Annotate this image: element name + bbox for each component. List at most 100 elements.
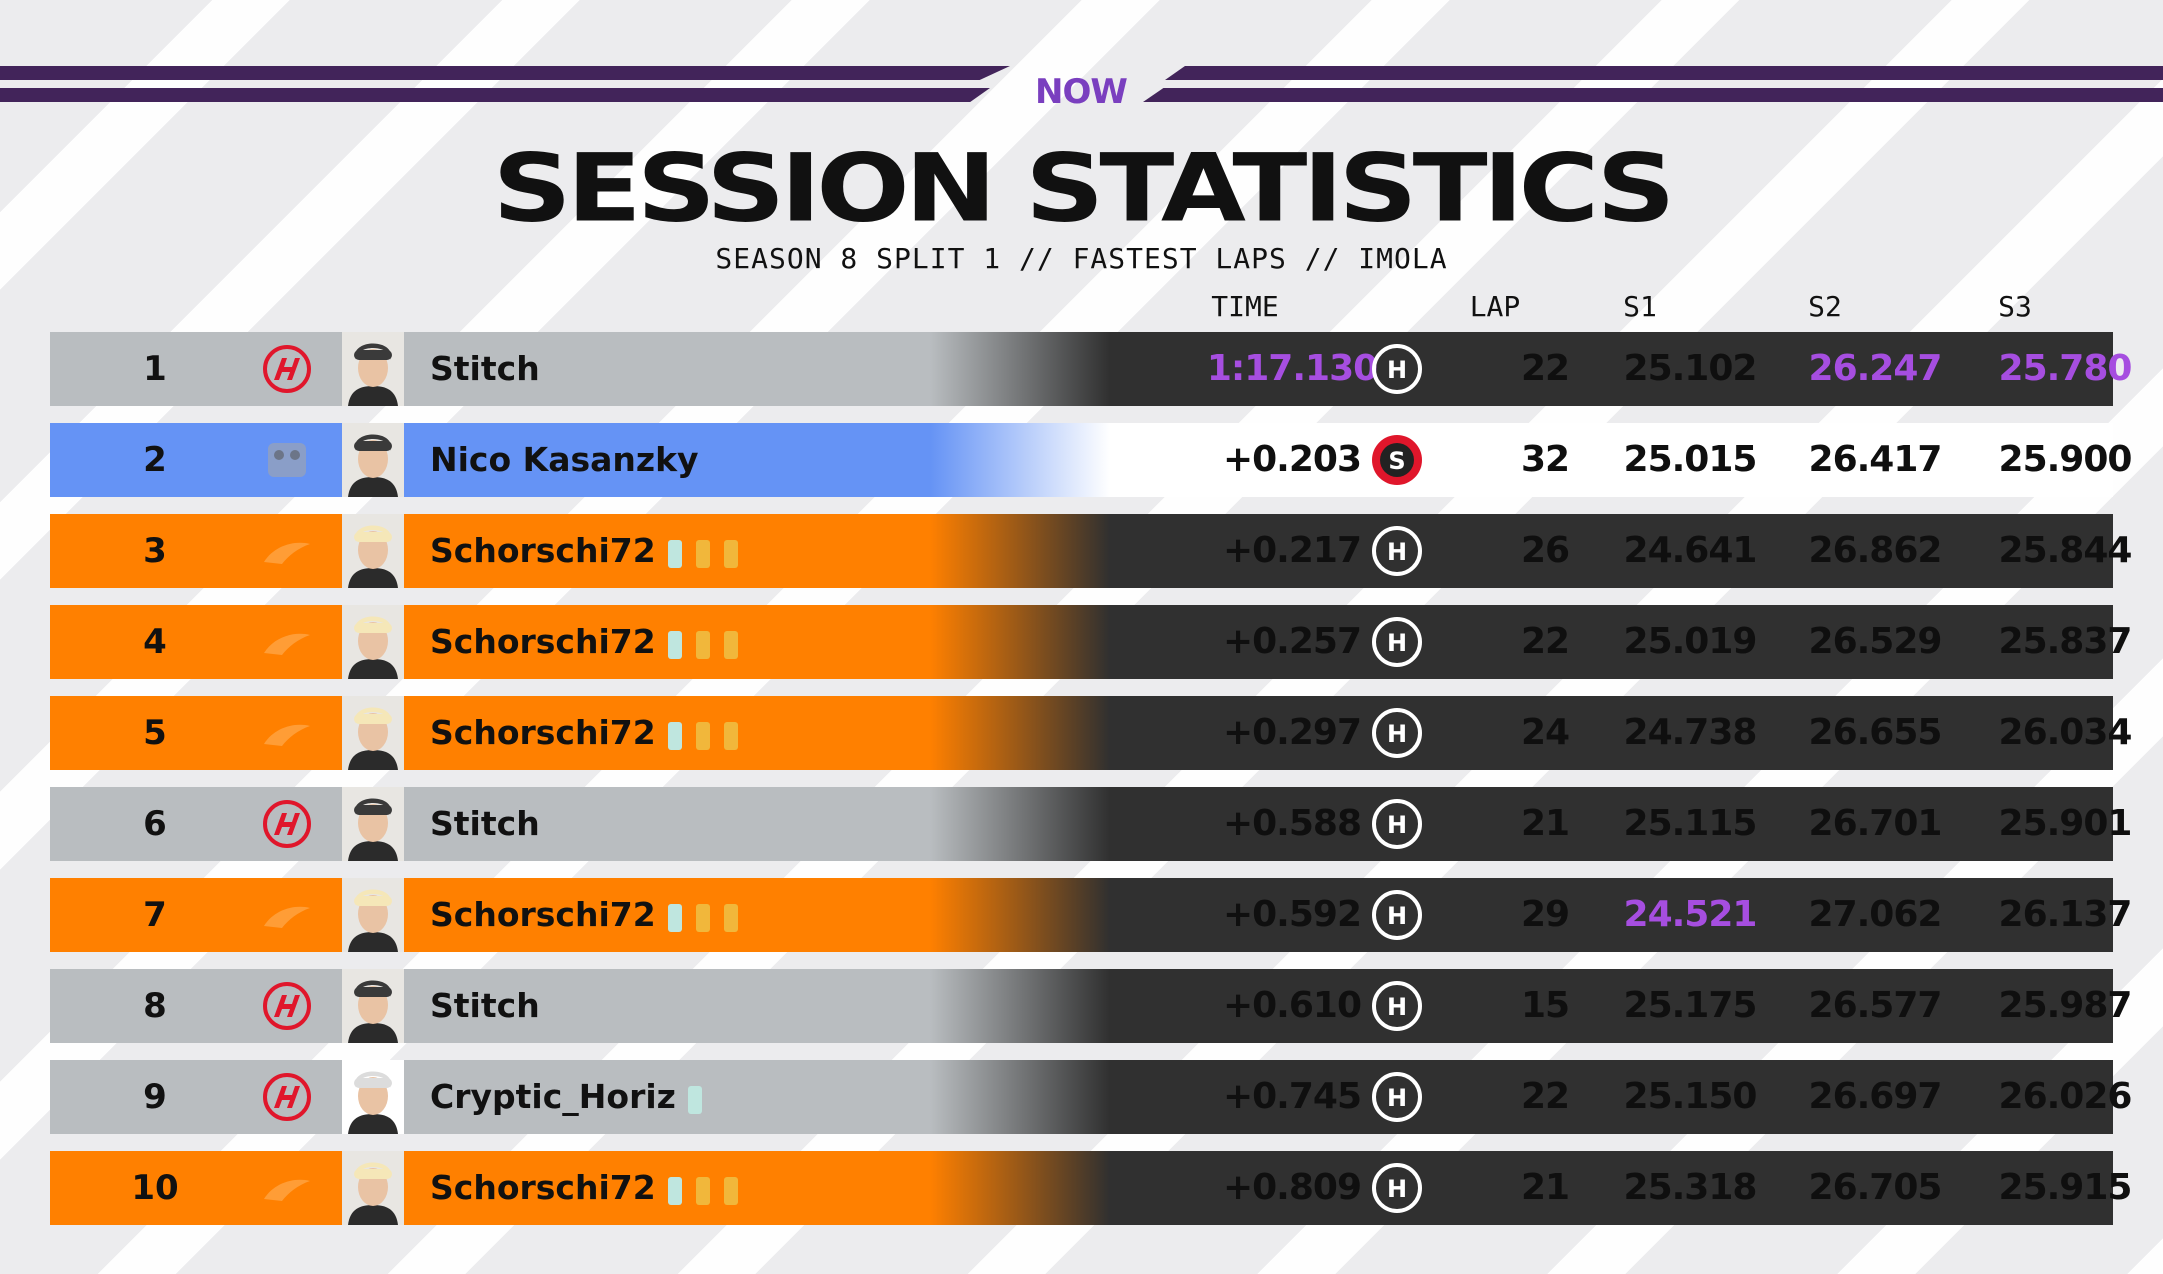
driver-name-cell: Stitch [430, 332, 540, 406]
hard-tyre-icon: H [1372, 1072, 1422, 1122]
driver-badges [687, 1062, 716, 1136]
driver-name: Stitch [430, 986, 540, 1025]
row-team-color [50, 878, 1200, 952]
driver-name: Stitch [430, 349, 540, 388]
driver-badges [667, 698, 752, 772]
svg-text:H: H [1387, 902, 1407, 930]
haas-logo [263, 982, 311, 1030]
svg-text:H: H [1387, 1175, 1407, 1203]
mclaren-logo [264, 906, 310, 928]
mclaren-logo [264, 542, 310, 564]
lap-time: +0.217 [1222, 530, 1362, 571]
driver-name-cell: Schorschi72 [430, 1151, 752, 1225]
row-team-color [50, 1151, 1200, 1225]
sector-2: 26.529 [1808, 621, 1943, 662]
sector-3: 25.987 [1998, 985, 2133, 1026]
hard-tyre-icon: H [1372, 344, 1422, 394]
column-header-s3: S3 [1998, 290, 2032, 323]
trophy-gold-icon [695, 540, 710, 568]
table-row[interactable]: 1 Stitch 1:17.130 22 25.102 26.247 25.780 H [50, 332, 2132, 406]
driver-name: Schorschi72 [430, 1168, 656, 1207]
row-team-color [50, 787, 1200, 861]
trophy-gold-icon [723, 904, 738, 932]
sector-3: 25.780 [1998, 348, 2133, 389]
lap-number: 21 [1520, 803, 1570, 844]
sector-2: 26.701 [1808, 803, 1943, 844]
column-header-s2: S2 [1808, 290, 1842, 323]
haas-logo [263, 345, 311, 393]
sector-2: 26.577 [1808, 985, 1943, 1026]
trophy-teal-icon [667, 631, 682, 659]
row-team-color [50, 605, 1200, 679]
trophy-gold-icon [695, 904, 710, 932]
lap-number: 32 [1520, 439, 1570, 480]
sector-2: 26.655 [1808, 712, 1943, 753]
driver-avatar [342, 514, 404, 588]
mercedes-logo [268, 443, 306, 477]
sector-1: 25.150 [1623, 1076, 1758, 1117]
hard-tyre-icon: H [1372, 981, 1422, 1031]
driver-name-cell: Nico Kasanzky [430, 423, 699, 497]
position: 2 [143, 440, 167, 480]
table-row[interactable]: 3 Schorschi72 +0.217 26 24.641 26.862 25.844 H [50, 514, 2132, 588]
position: 1 [143, 349, 167, 389]
driver-name: Schorschi72 [430, 531, 656, 570]
driver-avatar [342, 878, 404, 952]
sector-3: 25.844 [1998, 530, 2133, 571]
column-header-time: TIME [1211, 290, 1279, 323]
lap-time: +0.592 [1222, 894, 1362, 935]
lap-time: +0.297 [1222, 712, 1362, 753]
sector-3: 25.915 [1998, 1167, 2133, 1208]
driver-badges [667, 607, 752, 681]
driver-name-cell: Schorschi72 [430, 696, 752, 770]
table-row[interactable]: 4 Schorschi72 +0.257 22 25.019 26.529 25.837 H [50, 605, 2132, 679]
sector-3: 26.137 [1998, 894, 2133, 935]
header-bar-right [1165, 66, 2163, 80]
table-row[interactable]: 6 Stitch +0.588 21 25.115 26.701 25.901 H [50, 787, 2132, 861]
sector-1: 25.015 [1623, 439, 1758, 480]
sector-3: 25.901 [1998, 803, 2133, 844]
sector-2: 26.705 [1808, 1167, 1943, 1208]
sector-1: 24.641 [1623, 530, 1758, 571]
table-row[interactable]: 9 Cryptic_Horiz +0.745 22 25.150 26.697 26.026… [50, 1060, 2132, 1136]
table-row[interactable]: 2 Nico Kasanzky +0.203 32 25.015 26.417 25.900… [50, 423, 2132, 497]
table-row[interactable]: 7 Schorschi72 +0.592 29 24.521 27.062 26.137 H [50, 878, 2132, 952]
lap-time: +0.610 [1222, 985, 1362, 1026]
lap-number: 29 [1520, 894, 1570, 935]
driver-name-cell: Schorschi72 [430, 878, 752, 952]
sector-3: 25.900 [1998, 439, 2133, 480]
lap-time: +0.745 [1222, 1076, 1362, 1117]
sector-1: 25.175 [1623, 985, 1758, 1026]
position: 8 [143, 986, 167, 1026]
driver-name: Schorschi72 [430, 895, 656, 934]
driver-avatar [342, 423, 404, 497]
trophy-gold-icon [695, 722, 710, 750]
lap-number: 22 [1520, 348, 1570, 389]
sector-1: 24.521 [1623, 894, 1758, 935]
trophy-gold-icon [723, 631, 738, 659]
position: 5 [143, 713, 167, 753]
hard-tyre-icon: H [1372, 890, 1422, 940]
driver-name-cell: Schorschi72 [430, 605, 752, 679]
table-row[interactable]: 10 Schorschi72 +0.809 21 25.318 26.705 25.915 H [50, 1151, 2132, 1225]
header-bar-left [0, 88, 990, 102]
trophy-gold-icon [695, 631, 710, 659]
lap-number: 22 [1520, 621, 1570, 662]
haas-logo [263, 800, 311, 848]
driver-name-cell: Schorschi72 [430, 514, 752, 588]
table-row[interactable]: 8 Stitch +0.610 15 25.175 26.577 25.987 H [50, 969, 2132, 1043]
sector-2: 26.247 [1808, 348, 1943, 389]
lap-time: +0.257 [1222, 621, 1362, 662]
svg-text:H: H [1387, 811, 1407, 839]
driver-avatar [342, 969, 404, 1043]
row-team-color [50, 696, 1200, 770]
column-header-lap: LAP [1469, 290, 1521, 323]
table-row[interactable]: 5 Schorschi72 +0.297 24 24.738 26.655 26.034 H [50, 696, 2132, 770]
position: 7 [143, 895, 167, 935]
lap-number: 15 [1520, 985, 1570, 1026]
driver-badges [667, 880, 752, 954]
driver-badges [667, 1153, 752, 1227]
driver-name: Schorschi72 [430, 713, 656, 752]
driver-badges [667, 516, 752, 590]
sector-2: 26.417 [1808, 439, 1943, 480]
